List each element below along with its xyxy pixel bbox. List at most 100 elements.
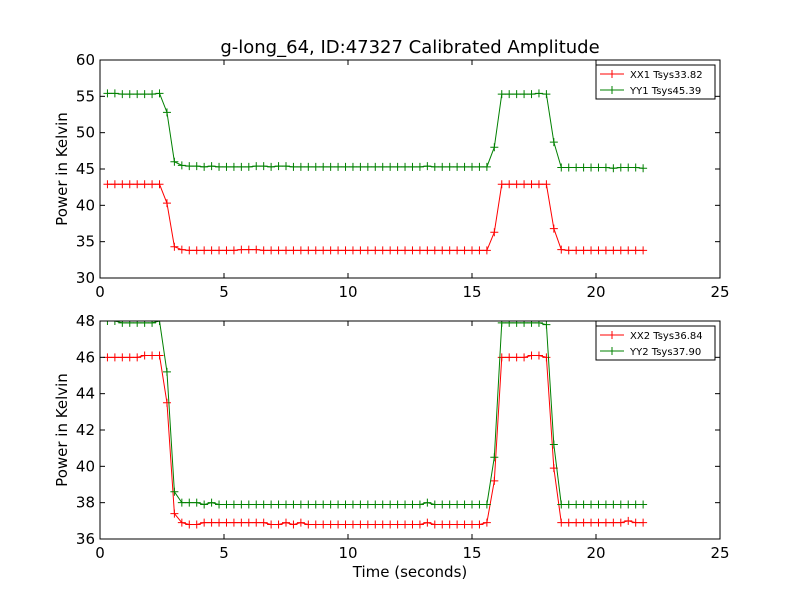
data-point xyxy=(534,180,543,189)
data-point xyxy=(639,246,648,255)
data-point xyxy=(520,353,529,362)
data-point xyxy=(170,157,179,166)
data-point xyxy=(549,224,558,233)
data-point xyxy=(341,520,350,529)
data-point xyxy=(103,89,112,98)
x-axis-label: Time (seconds) xyxy=(352,563,468,581)
x-tick-label: 20 xyxy=(586,544,605,562)
data-point xyxy=(624,516,633,525)
data-point xyxy=(229,518,238,527)
data-point xyxy=(356,520,365,529)
data-point xyxy=(304,500,313,509)
data-point xyxy=(468,500,476,509)
data-point xyxy=(356,162,365,171)
data-point xyxy=(594,246,603,255)
data-point xyxy=(319,246,328,255)
data-point xyxy=(601,163,610,172)
data-point xyxy=(237,162,246,171)
data-point xyxy=(185,498,194,507)
x-tick-label: 5 xyxy=(219,283,229,301)
y-tick-label: 50 xyxy=(76,124,95,142)
data-point xyxy=(110,321,119,325)
data-point xyxy=(326,500,335,509)
data-point xyxy=(348,162,357,171)
data-point xyxy=(341,162,350,171)
data-point xyxy=(549,138,558,147)
y-tick-label: 35 xyxy=(76,233,95,251)
data-point xyxy=(490,143,499,152)
data-point xyxy=(304,246,313,255)
data-point xyxy=(334,500,343,509)
data-point xyxy=(125,353,134,362)
data-point xyxy=(386,500,395,509)
data-point xyxy=(222,500,231,509)
data-point xyxy=(408,246,417,255)
legend-label: YY2 Tsys37.90 xyxy=(629,347,701,358)
data-point xyxy=(207,162,216,171)
data-point xyxy=(237,518,246,527)
data-point xyxy=(534,89,543,98)
x-tick-label: 20 xyxy=(586,283,605,301)
y-tick-label: 40 xyxy=(76,196,95,214)
data-point xyxy=(296,246,305,255)
data-point xyxy=(616,518,625,527)
data-point xyxy=(415,246,424,255)
data-point xyxy=(103,321,112,325)
data-point xyxy=(430,162,439,171)
data-point xyxy=(616,163,625,172)
data-point xyxy=(155,180,164,189)
y-tick-label: 45 xyxy=(76,160,95,178)
data-point xyxy=(192,162,201,171)
y-tick-label: 36 xyxy=(76,530,95,548)
data-point xyxy=(386,246,395,255)
data-point xyxy=(430,246,439,255)
series-line-2 xyxy=(107,92,644,169)
series-line-1 xyxy=(107,183,644,251)
y-axis-label: Power in Kelvin xyxy=(53,373,71,487)
data-point xyxy=(296,518,305,527)
data-point xyxy=(185,520,194,529)
data-point xyxy=(133,321,142,327)
data-point xyxy=(415,500,424,509)
data-point xyxy=(282,518,290,527)
data-point xyxy=(110,353,119,362)
y-tick-label: 42 xyxy=(76,421,95,439)
x-tick-label: 10 xyxy=(338,544,357,562)
x-tick-label: 25 xyxy=(710,544,729,562)
data-point xyxy=(356,246,365,255)
data-point xyxy=(579,500,588,509)
data-point xyxy=(579,163,588,172)
data-point xyxy=(572,500,581,509)
data-point xyxy=(282,500,290,509)
legend-box xyxy=(595,325,716,361)
data-point xyxy=(259,518,268,527)
data-point xyxy=(438,500,447,509)
data-point xyxy=(609,500,618,509)
data-point xyxy=(177,518,186,527)
data-point xyxy=(468,520,476,529)
x-tick-label: 5 xyxy=(219,544,229,562)
legend-swatch-marker xyxy=(608,70,616,78)
data-point xyxy=(549,440,558,449)
data-point xyxy=(631,246,640,255)
data-point xyxy=(311,246,320,255)
data-point xyxy=(274,246,283,255)
data-point xyxy=(319,162,328,171)
data-point xyxy=(371,520,380,529)
y-tick-label: 60 xyxy=(76,51,95,69)
data-point xyxy=(408,520,417,529)
data-point xyxy=(587,163,596,172)
data-point xyxy=(505,321,514,327)
data-point xyxy=(244,162,253,171)
data-point xyxy=(497,321,506,327)
data-point xyxy=(527,351,536,360)
data-point xyxy=(378,500,387,509)
data-point xyxy=(587,500,596,509)
data-point xyxy=(237,245,246,254)
data-point xyxy=(445,500,454,509)
data-point xyxy=(401,162,410,171)
y-tick-label: 44 xyxy=(76,385,95,403)
data-point xyxy=(639,164,648,173)
data-point xyxy=(542,353,551,362)
